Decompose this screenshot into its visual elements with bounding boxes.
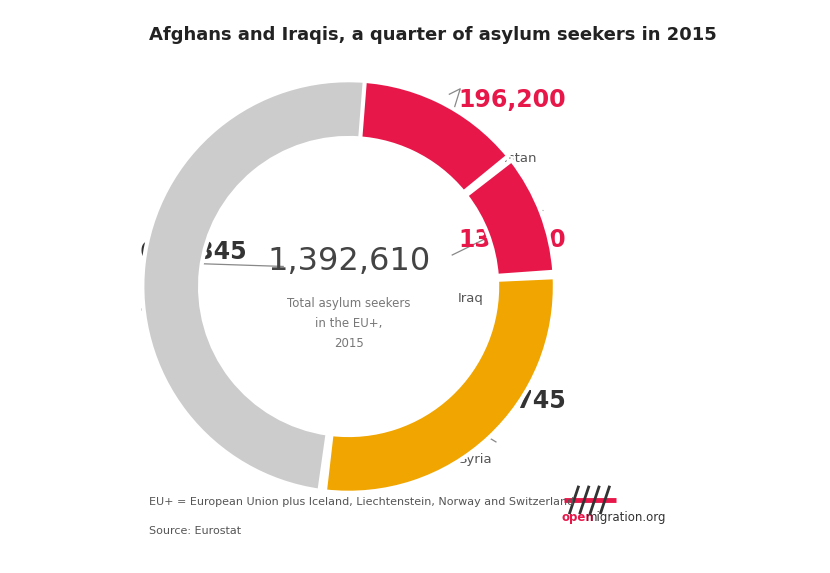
Text: Source: Eurostat: Source: Eurostat	[149, 526, 241, 536]
Text: open: open	[561, 511, 593, 524]
Text: Afghanistan: Afghanistan	[458, 152, 538, 165]
Text: 196,200: 196,200	[458, 88, 565, 112]
Text: Other: Other	[140, 304, 178, 317]
Text: 1,392,610: 1,392,610	[267, 246, 430, 277]
Wedge shape	[142, 80, 364, 490]
Wedge shape	[349, 80, 508, 193]
Wedge shape	[325, 277, 555, 493]
Text: Total asylum seekers
in the EU+,
2015: Total asylum seekers in the EU+, 2015	[287, 297, 410, 350]
Text: 383,745: 383,745	[458, 388, 566, 413]
Text: Afghans and Iraqis, a quarter of asylum seekers in 2015: Afghans and Iraqis, a quarter of asylum …	[149, 26, 716, 44]
Wedge shape	[466, 160, 554, 276]
Text: Iraq: Iraq	[458, 292, 484, 305]
Text: 682,345: 682,345	[140, 240, 247, 264]
Text: 130,320: 130,320	[458, 228, 565, 252]
Text: EU+ = European Union plus Iceland, Liechtenstein, Norway and Switzerland: EU+ = European Union plus Iceland, Liech…	[149, 497, 574, 507]
Text: Syria: Syria	[458, 453, 491, 466]
Text: migration.org: migration.org	[586, 511, 666, 524]
